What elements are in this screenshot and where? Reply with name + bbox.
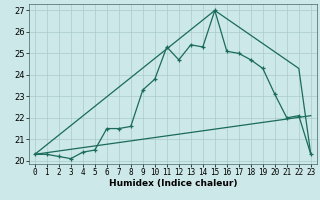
X-axis label: Humidex (Indice chaleur): Humidex (Indice chaleur) bbox=[108, 179, 237, 188]
